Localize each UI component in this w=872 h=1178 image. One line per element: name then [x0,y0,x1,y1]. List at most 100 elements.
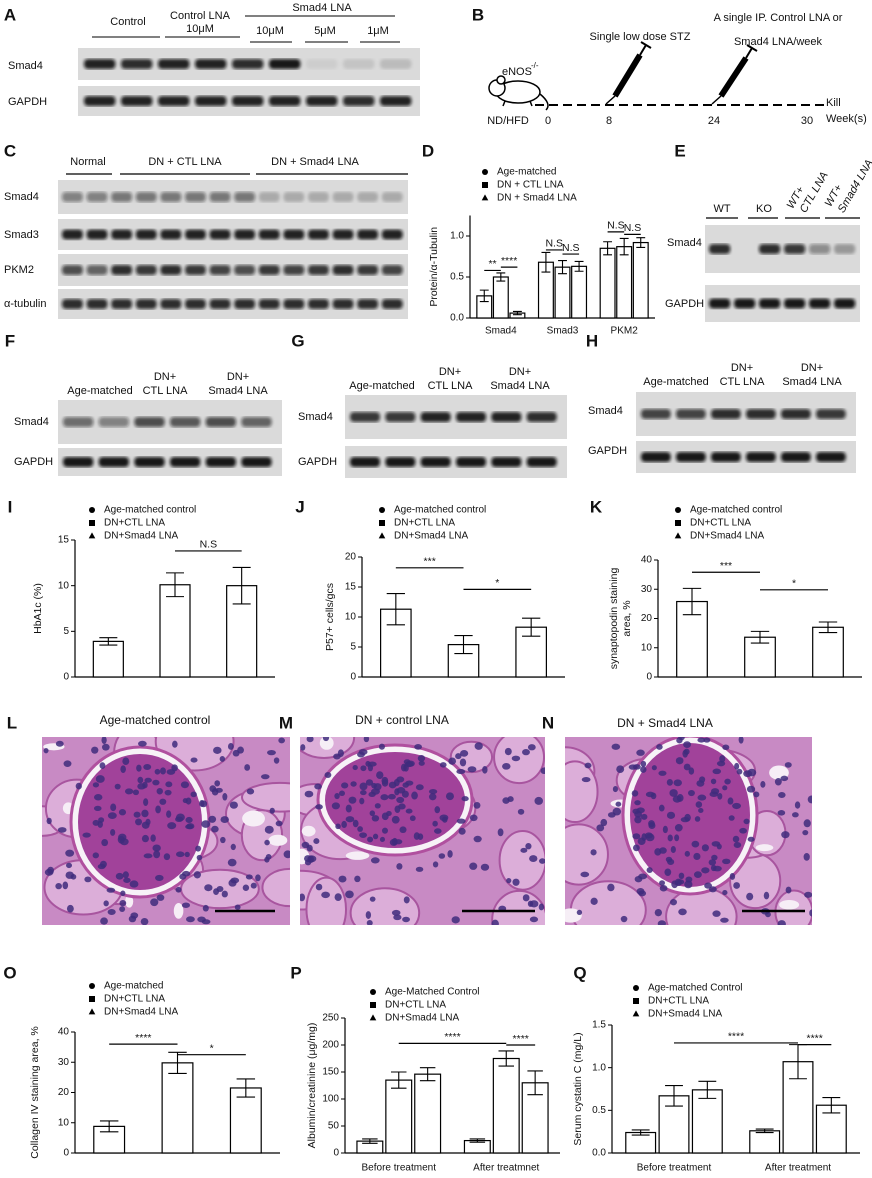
significance-label: **** [728,1031,744,1043]
nucleus [529,855,538,862]
blot-band [641,409,671,419]
legend-marker [379,520,385,526]
nucleus [273,757,280,764]
nucleus [156,787,163,795]
nucleus [467,766,477,773]
nucleus [680,817,690,823]
nucleus [341,820,347,829]
blot-header: DN+ [439,366,461,378]
nucleus [374,803,381,809]
nucleus [106,887,116,893]
nucleus [352,765,358,771]
blot-band [205,417,236,427]
blot-band [86,299,108,309]
nucleus [697,737,706,743]
blot-band [784,298,806,309]
blot-header: 5μM [314,25,336,37]
nucleus [283,850,290,859]
nucleus [65,849,75,857]
error-bar [603,241,613,256]
error-bar [682,587,702,616]
x-tick-label: Smad3 [547,326,579,337]
nucleus [234,904,241,910]
significance-label: * [792,578,796,590]
significance-label: **** [135,1032,151,1044]
nucleus [91,746,99,754]
nucleus [369,810,376,817]
nucleus [632,833,641,840]
blot-header: WT [713,203,730,215]
blot-header: DN+ [154,371,176,383]
nucleus [381,827,389,834]
histology-image [565,737,812,925]
nucleus [636,749,645,756]
nucleus [182,870,191,877]
nucleus [809,909,812,917]
nucleus [581,776,591,783]
x-tick-label: After treatment [765,1163,831,1174]
nucleus [246,788,255,795]
nucleus [434,828,442,834]
nucleus [405,808,413,814]
blot-band [381,192,403,202]
y-axis-label: P57+ cells/gcs [324,583,336,651]
nucleus [43,748,49,754]
nucleus [807,795,812,804]
panel-letter: F [5,331,15,350]
bar [632,241,649,319]
blot-header: Smad4 LNA [208,385,268,397]
panel-letter: N [542,713,554,732]
nucleus [455,753,462,760]
blot-band [185,192,206,202]
bar [159,584,191,678]
nucleus [250,882,257,889]
blot-band [711,452,741,462]
significance-label: **** [501,255,517,267]
nucleus [92,782,100,788]
panel-letter: Q [573,963,586,982]
blot-band [258,192,280,202]
nucleus [636,807,645,814]
glomerulus [325,752,465,848]
nucleus [701,844,709,852]
nucleus [733,882,741,889]
nucleus [242,884,250,891]
blot-band [809,244,831,254]
legend-label: Age-matched control [394,505,486,516]
nucleus [722,858,731,865]
nucleus [180,781,190,789]
x-tick-label: Before treatment [362,1163,437,1174]
nucleus [130,912,139,919]
y-tick-label: 200 [322,1040,339,1051]
nucleus [70,874,77,880]
nucleus [220,816,229,824]
nucleus [140,917,149,925]
nucleus [93,805,102,812]
blot-band [111,299,133,309]
nucleus [143,798,149,806]
nucleus [136,764,142,772]
y-tick-label: 0 [63,672,69,683]
nucleus [264,839,270,846]
blot-band [381,229,403,240]
nucleus [209,785,217,793]
legend-label: DN+Smad4 LNA [394,531,469,542]
blot-band [158,96,190,106]
nucleus [469,862,478,870]
blot-row-label: Smad4 [667,237,702,249]
blot-band [111,265,133,275]
blot-band [134,417,165,427]
legend-label: DN+CTL LNA [104,994,165,1005]
nucleus [55,740,64,747]
blot-band [709,298,731,309]
nucleus [153,850,161,859]
panel-letter: D [422,141,434,160]
nucleus [712,910,721,917]
bar [492,276,509,319]
blot-band [135,265,157,275]
nucleus [46,817,52,825]
blot-header: Control [110,16,145,28]
y-tick-label: 20 [58,1087,70,1098]
y-axis-label: Albumin/creatinine (μg/mg) [306,1023,318,1149]
legend-label: DN+CTL LNA [690,518,751,529]
